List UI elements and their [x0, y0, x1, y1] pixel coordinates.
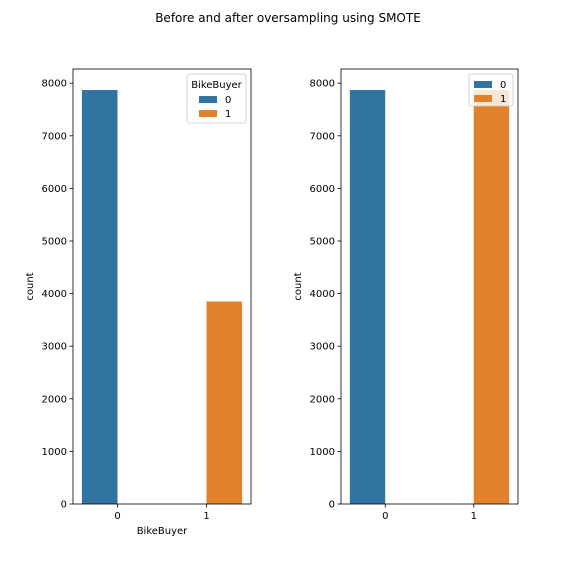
- y-tick-label: 2000: [42, 394, 67, 405]
- y-tick-label: 0: [61, 500, 67, 511]
- y-tick-label: 1000: [42, 447, 67, 458]
- x-axis-label: BikeBuyer: [137, 526, 188, 537]
- bar-series-1-cat-1: [206, 301, 243, 504]
- legend-swatch-0: [474, 81, 492, 88]
- bar-series-1-cat-1: [473, 90, 510, 504]
- y-tick-label: 5000: [42, 237, 67, 248]
- legend-swatch-1: [199, 110, 217, 117]
- x-tick-label: 0: [382, 511, 388, 522]
- plot-area-frame: [72, 68, 252, 505]
- bar-series-0-cat-0: [81, 90, 118, 504]
- y-tick-label: 4000: [310, 289, 335, 300]
- y-tick-label: 2000: [310, 394, 335, 405]
- legend-label-0: 0: [500, 80, 506, 91]
- y-tick-label: 5000: [310, 237, 335, 248]
- y-tick-label: 6000: [310, 184, 335, 195]
- legend-swatch-1: [474, 95, 492, 102]
- y-tick-label: 7000: [42, 131, 67, 142]
- y-tick-label: 3000: [42, 342, 67, 353]
- x-tick-label: 1: [471, 511, 477, 522]
- y-tick-label: 4000: [42, 289, 67, 300]
- chart-panel-1: 0 1000 2000 3000 4000 5000 6000 7000 8000 0 1 count…: [25, 68, 252, 537]
- y-tick-label: 3000: [310, 342, 335, 353]
- legend: 01: [468, 73, 514, 107]
- x-tick-label: 1: [203, 511, 209, 522]
- y-tick-label: 6000: [42, 184, 67, 195]
- legend-label-1: 1: [225, 109, 231, 120]
- legend-swatch-0: [199, 96, 217, 103]
- legend-label-0: 0: [225, 95, 231, 106]
- y-tick-label: 0: [329, 500, 335, 511]
- y-tick-label: 8000: [310, 79, 335, 90]
- figure-suptitle: Before and after oversampling using SMOT…: [155, 11, 421, 25]
- y-axis-label: count: [293, 272, 304, 300]
- y-tick-label: 7000: [310, 131, 335, 142]
- y-tick-label: 8000: [42, 79, 67, 90]
- bar-series-0-cat-0: [349, 90, 386, 504]
- plot-area-frame: [340, 68, 519, 505]
- legend-label-1: 1: [500, 94, 506, 105]
- legend-title: BikeBuyer: [191, 80, 242, 91]
- x-tick-label: 0: [114, 511, 120, 522]
- y-axis-label: count: [25, 272, 36, 300]
- legend: BikeBuyer 0 1: [186, 73, 247, 124]
- y-tick-label: 1000: [310, 447, 335, 458]
